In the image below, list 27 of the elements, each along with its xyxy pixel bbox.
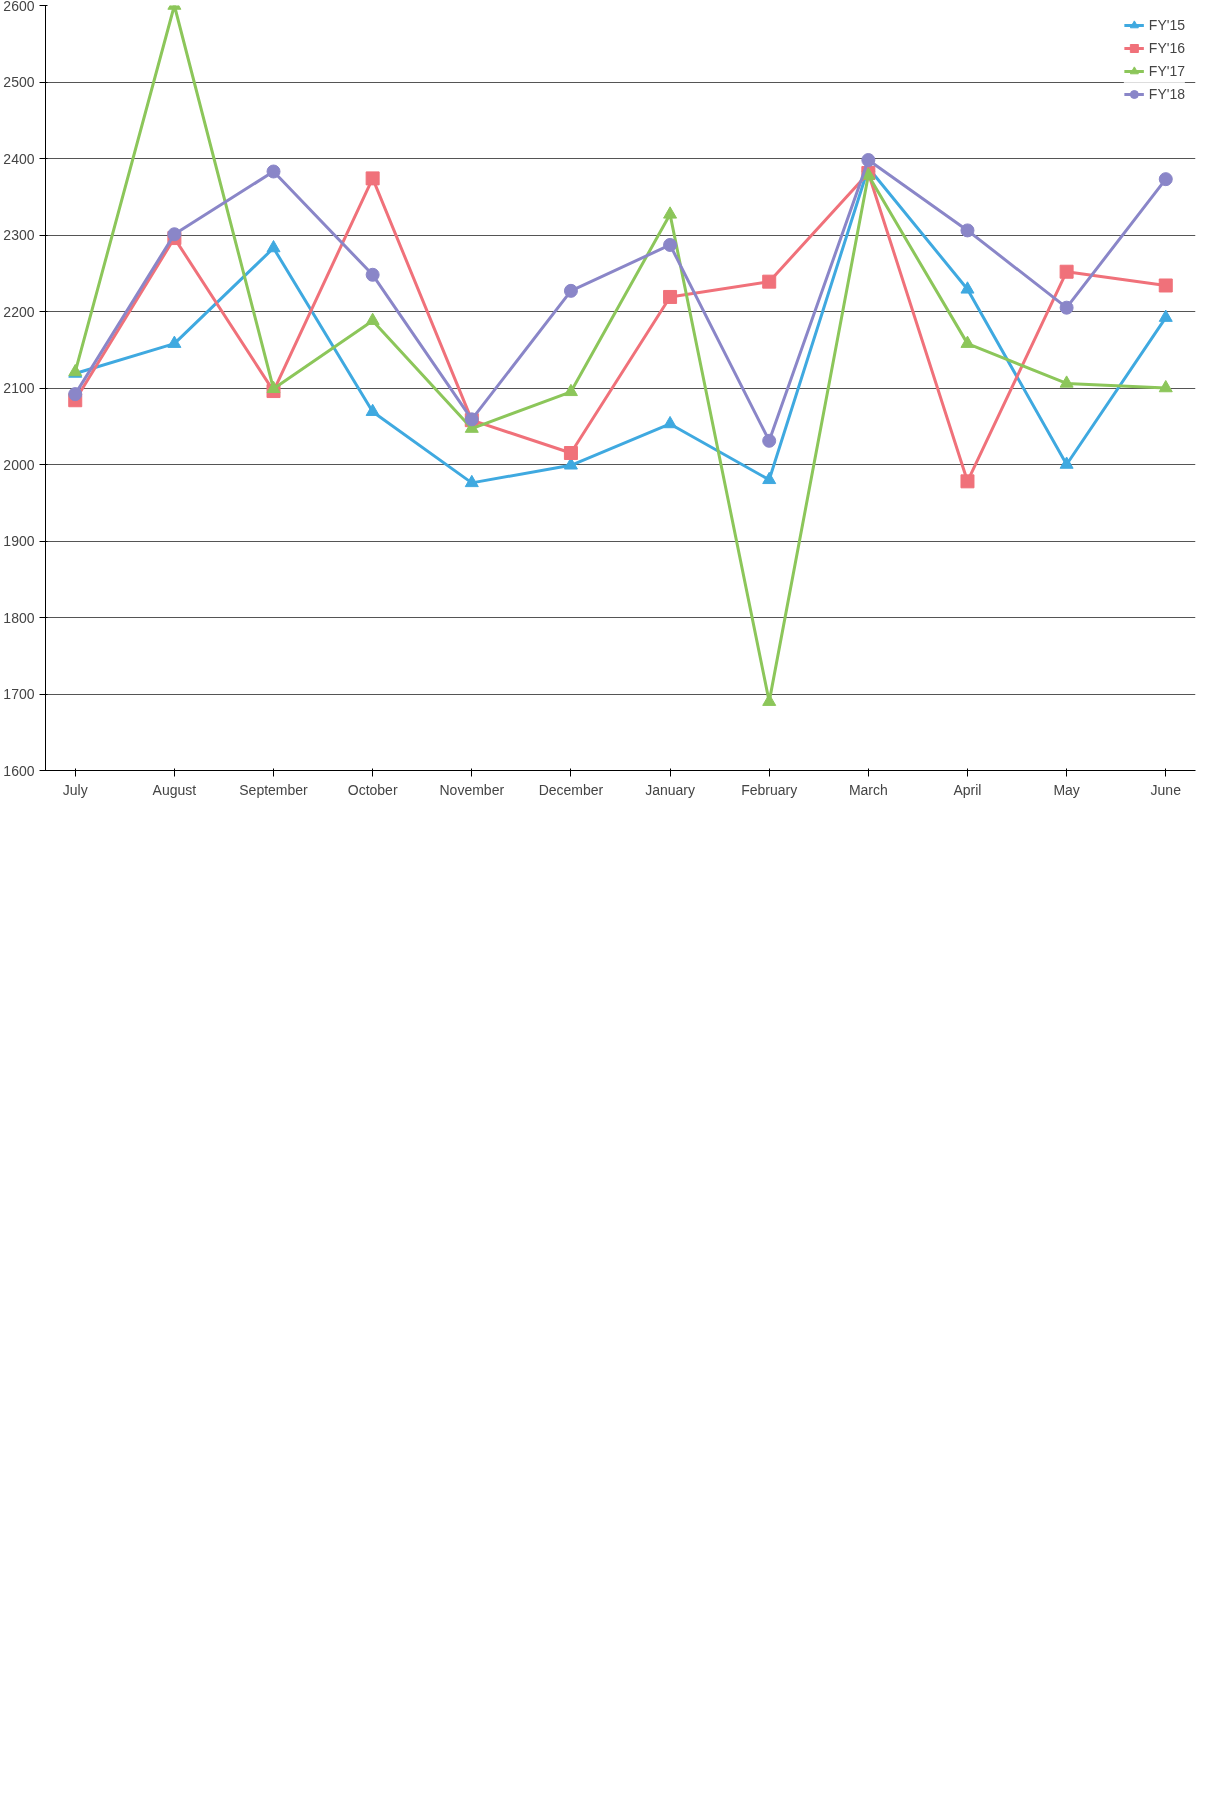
x-tick-label: December (538, 781, 604, 798)
y-tick-label: 2100 (3, 380, 35, 396)
y-tick-label: 2300 (3, 227, 35, 243)
x-tick-label: January (645, 781, 695, 798)
y-tick-label: 1800 (3, 609, 35, 626)
x-tick-label: November (439, 781, 505, 798)
y-tick-label: 1700 (3, 686, 35, 702)
y-tick-label: 2000 (3, 456, 35, 473)
x-tick-label: May (1053, 781, 1080, 798)
legend-label: FY'18 (1148, 86, 1185, 102)
x-tick-label: February (741, 781, 798, 798)
x-tick-label: September (239, 781, 309, 798)
y-tick-label: 1600 (3, 762, 35, 779)
y-tick-label: 2600 (3, 0, 35, 14)
x-tick-label: October (347, 781, 398, 798)
legend-label: FY'16 (1148, 40, 1185, 56)
y-tick-label: 2500 (3, 74, 35, 90)
x-tick-label: March (848, 781, 888, 798)
x-tick-label: April (953, 781, 982, 798)
y-tick-label: 1900 (3, 533, 35, 549)
x-tick-label: August (152, 781, 197, 798)
legend-label: FY'17 (1148, 63, 1185, 79)
y-tick-label: 2200 (3, 303, 35, 320)
x-tick-label: July (62, 781, 88, 798)
y-tick-label: 2400 (3, 150, 35, 167)
x-tick-label: June (1150, 781, 1182, 798)
legend-label: FY'15 (1148, 17, 1185, 33)
